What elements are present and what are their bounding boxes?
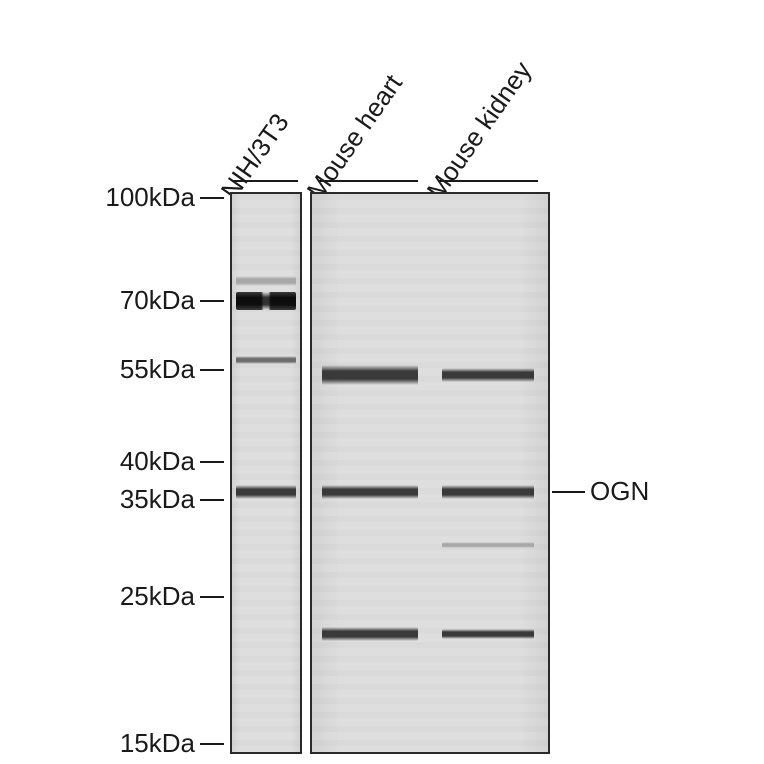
blot-band [322, 627, 418, 641]
lane-title: NIH/3T3 [215, 108, 296, 205]
mw-marker-label: 55kDa [120, 354, 195, 385]
lane-panel [310, 192, 550, 754]
blot-figure: 100kDa 70kDa 55kDa 40kDa 35kDa 25kDa 15kDa NIH/… [0, 0, 764, 764]
mw-marker-tick [200, 197, 224, 199]
mw-marker-label: 25kDa [120, 581, 195, 612]
mw-marker-label: 40kDa [120, 446, 195, 477]
mw-marker-tick [200, 461, 224, 463]
lane-title: Mouse heart [301, 69, 409, 205]
mw-marker-tick [200, 499, 224, 501]
mw-marker-label: 100kDa [105, 182, 195, 213]
protein-label-tick [552, 491, 585, 493]
mw-marker-tick [200, 369, 224, 371]
mw-marker-label: 15kDa [120, 728, 195, 759]
blot-band [236, 356, 296, 364]
lane-title: Mouse kidney [421, 56, 538, 205]
mw-marker-label: 70kDa [120, 285, 195, 316]
blot-band [236, 276, 296, 286]
blot-band [442, 368, 534, 382]
blot-band [442, 542, 534, 548]
protein-label: OGN [590, 476, 649, 507]
blot-band [236, 485, 296, 499]
blot-band [442, 485, 534, 499]
blot-band [442, 629, 534, 639]
mw-marker-tick [200, 743, 224, 745]
blot-band [322, 365, 418, 385]
blot-band [322, 485, 418, 499]
mw-marker-tick [200, 300, 224, 302]
mw-marker-tick [200, 596, 224, 598]
blot-band [236, 292, 296, 310]
mw-marker-label: 35kDa [120, 484, 195, 515]
